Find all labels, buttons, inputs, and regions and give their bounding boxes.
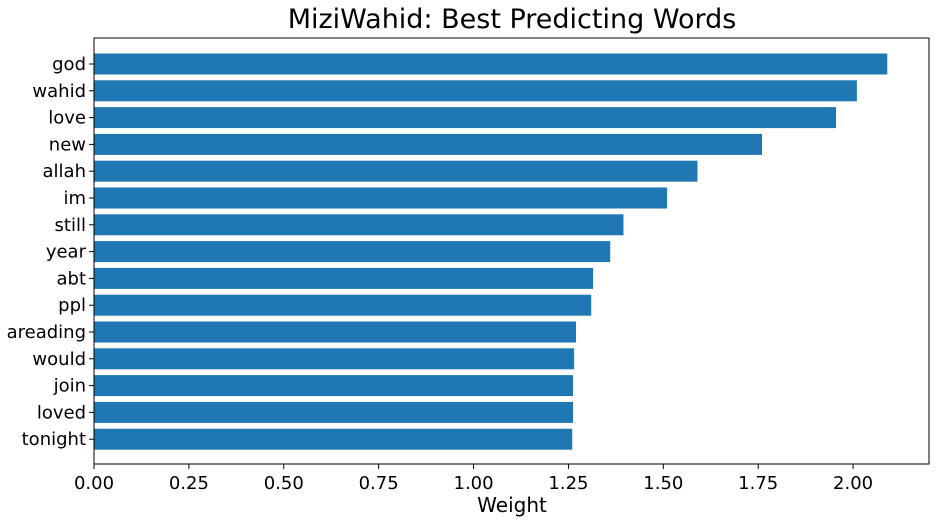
plot-frame — [93, 37, 930, 465]
x-axis-ticks: 0.00 0.25 0.50 0.75 1.00 1.25 1.50 1.75 2.00 — [74, 464, 873, 494]
x-tick-label: 0.50 — [264, 473, 304, 494]
bar-love — [94, 107, 837, 129]
y-tick-label: im — [63, 188, 86, 209]
x-tick-label: 2.00 — [833, 473, 873, 494]
y-tick-label: join — [53, 376, 86, 397]
y-tick-label: would — [32, 349, 86, 370]
bar-god — [94, 53, 888, 75]
y-tick-label: year — [46, 242, 87, 263]
y-tick-label: wahid — [32, 81, 86, 102]
y-tick-label: love — [48, 108, 86, 129]
y-tick-label: abt — [56, 268, 86, 289]
x-axis-label: Weight — [477, 493, 547, 517]
y-tick-label: allah — [43, 161, 86, 182]
y-tick-label: new — [49, 134, 86, 155]
bar-join — [94, 375, 573, 397]
y-tick-label: tonight — [22, 429, 86, 450]
x-tick-label: 1.00 — [454, 473, 494, 494]
y-tick-label: loved — [37, 402, 86, 423]
bar-would — [94, 348, 575, 370]
x-tick-label: 0.25 — [169, 473, 209, 494]
x-tick-label: 1.75 — [738, 473, 778, 494]
bar-still — [94, 214, 624, 236]
y-tick-label: god — [52, 54, 86, 75]
x-tick-label: 1.50 — [643, 473, 683, 494]
bar-allah — [94, 160, 698, 182]
bar-areading — [94, 321, 577, 343]
bar-wahid — [94, 80, 857, 102]
bar-year — [94, 241, 611, 263]
bar-tonight — [94, 428, 573, 450]
chart-title: MiziWahid: Best Predicting Words — [288, 4, 737, 35]
bar-loved — [94, 401, 573, 423]
y-tick-label: areading — [7, 322, 86, 343]
bars-group — [94, 53, 888, 450]
y-tick-label: ppl — [58, 295, 86, 316]
x-tick-label: 0.75 — [359, 473, 399, 494]
bar-abt — [94, 267, 594, 289]
x-tick-label: 0.00 — [74, 473, 114, 494]
x-tick-label: 1.25 — [548, 473, 588, 494]
y-axis-ticks: god wahid love new allah im still year abt ppl are… — [7, 54, 94, 450]
bar-new — [94, 133, 762, 155]
bar-ppl — [94, 294, 592, 316]
bar-im — [94, 187, 668, 209]
y-tick-label: still — [55, 215, 86, 236]
